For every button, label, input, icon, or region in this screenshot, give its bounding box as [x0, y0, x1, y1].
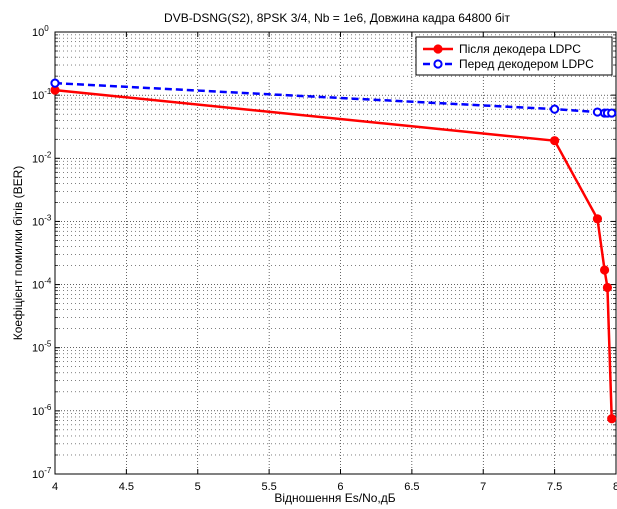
x-tick-labels: 4 4.5 5 5.5 6 6.5 7 7.5 8 — [52, 481, 617, 493]
x-tick-label: 7.5 — [547, 481, 562, 493]
data-point — [50, 78, 60, 88]
y-tick-label: 10-3 — [32, 213, 52, 228]
plot-frame — [54, 31, 617, 475]
data-point — [602, 282, 613, 293]
x-tick-label: 7 — [480, 481, 486, 493]
x-axis-label: Відношення Es/No,дБ — [274, 491, 395, 505]
y-tick-base: 10 — [32, 27, 44, 39]
y-tick-base: 10 — [32, 153, 44, 165]
y-tick-label: 10-5 — [32, 340, 52, 355]
y-tick-label: 10-1 — [32, 87, 52, 102]
y-tick-label: 10-2 — [32, 150, 52, 165]
series-layer — [50, 78, 617, 424]
legend-marker — [433, 59, 443, 69]
major-grid — [55, 32, 616, 474]
x-tick-label: 5 — [195, 481, 201, 493]
legend-item: Перед декодером LDPC — [423, 57, 594, 71]
y-tick-base: 10 — [32, 280, 44, 292]
legend-box — [415, 36, 613, 76]
legend-item: Після декодера LDPC — [423, 42, 581, 56]
y-tick-exponent: -6 — [44, 403, 52, 412]
data-point — [592, 214, 603, 224]
legend-marker — [433, 44, 443, 54]
series-2 — [50, 78, 617, 118]
y-tick-base: 10 — [32, 216, 44, 228]
plot-area — [55, 32, 616, 474]
y-tick-exponent: -2 — [44, 150, 52, 159]
y-tick-label: 10-4 — [32, 277, 52, 292]
x-tick-label: 6.5 — [404, 481, 419, 493]
data-point — [607, 414, 617, 424]
legend-label: Перед декодером LDPC — [459, 57, 594, 71]
x-tick-label: 4.5 — [119, 481, 134, 493]
y-tick-base: 10 — [32, 469, 44, 481]
y-tick-exponent: -3 — [44, 213, 52, 222]
x-tick-label: 8 — [613, 481, 617, 493]
series-1 — [50, 85, 617, 424]
series-line — [54, 88, 613, 419]
y-tick-exponent: -1 — [44, 87, 52, 96]
chart-title: DVB-DSNG(S2), 8PSK 3/4, Nb = 1e6, Довжин… — [164, 11, 510, 25]
y-tick-base: 10 — [32, 343, 44, 355]
y-tick-label: 100 — [32, 24, 49, 39]
y-tick-base: 10 — [32, 406, 44, 418]
x-tick-label: 6 — [337, 481, 343, 493]
x-tick-label: 4 — [52, 481, 58, 493]
y-axis-label: Коефіцієнт помилки бітів (BER) — [11, 166, 25, 341]
y-tick-exponent: -4 — [44, 277, 52, 286]
data-point — [592, 107, 603, 117]
y-tick-label: 10-7 — [32, 466, 52, 481]
data-point — [607, 108, 617, 118]
y-tick-exponent: -5 — [44, 340, 52, 349]
tick-marks — [54, 31, 617, 475]
x-tick-label: 5.5 — [261, 481, 276, 493]
y-tick-exponent: -7 — [44, 466, 52, 475]
y-tick-base: 10 — [32, 90, 44, 102]
data-point — [550, 136, 560, 146]
data-point — [550, 104, 560, 114]
y-tick-exponent: 0 — [44, 24, 49, 33]
data-point — [599, 265, 610, 275]
legend-label: Після декодера LDPC — [459, 42, 581, 56]
y-tick-label: 10-6 — [32, 403, 52, 418]
